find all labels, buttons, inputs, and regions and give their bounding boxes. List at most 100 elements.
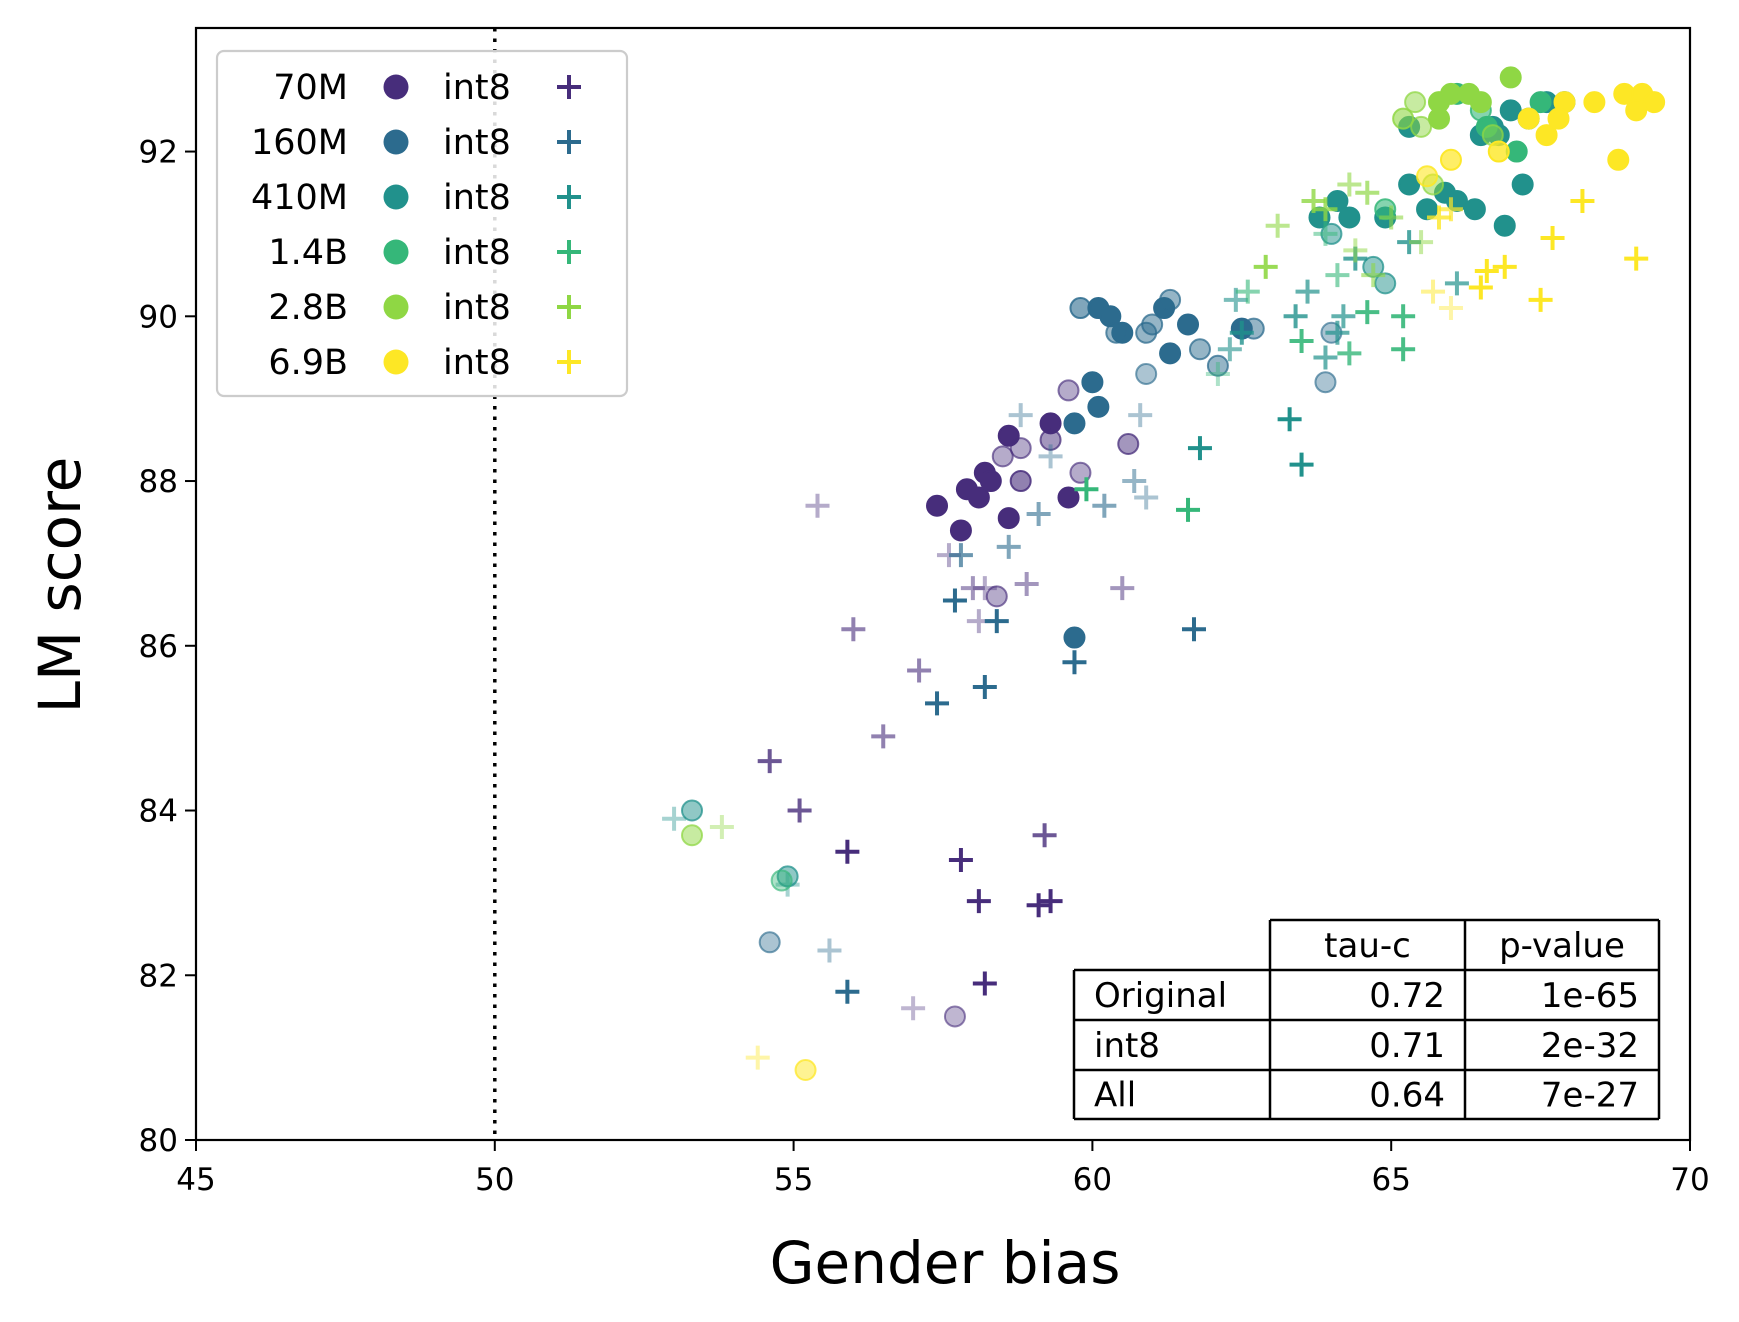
plus-point	[1540, 226, 1565, 251]
plus-point	[1313, 221, 1338, 246]
legend-variant-label: int8	[443, 288, 511, 328]
plus-point	[1474, 258, 1499, 283]
circle-point	[1159, 288, 1182, 311]
y-tick-label: 86	[139, 629, 178, 665]
legend-plus-marker	[557, 350, 581, 374]
plus-point	[1355, 180, 1380, 205]
legend-circle-marker	[383, 129, 409, 155]
plus-point	[1409, 230, 1434, 255]
series-6_9B-circle	[794, 82, 1666, 1081]
circle-point	[1392, 107, 1415, 130]
circle-point	[1535, 124, 1558, 147]
circle-point	[1428, 107, 1451, 130]
plus-point	[1570, 188, 1595, 213]
legend-model-label: 70M	[273, 68, 348, 108]
y-tick-label: 92	[139, 135, 178, 171]
table-cell: 0.71	[1369, 1026, 1445, 1066]
plus-point	[1128, 403, 1153, 428]
plus-point	[1187, 436, 1212, 461]
plus-point	[1295, 279, 1320, 304]
circle-point	[1188, 338, 1211, 361]
plus-point	[1038, 889, 1063, 914]
table-cell: 1e-65	[1541, 976, 1639, 1016]
circle-point	[1069, 297, 1092, 320]
plus-point	[942, 588, 967, 613]
plus-point	[948, 543, 973, 568]
series-1_4B-plus	[1074, 221, 1416, 522]
plus-point	[1421, 279, 1446, 304]
plus-point	[805, 493, 830, 518]
plus-point	[1283, 304, 1308, 329]
series-6_9B-plus	[745, 188, 1649, 1070]
plus-point	[871, 724, 896, 749]
plus-point	[1176, 497, 1201, 522]
table-cell: 2e-32	[1541, 1026, 1639, 1066]
series-160M-plus	[817, 403, 1206, 1004]
plus-point	[996, 534, 1021, 559]
plus-point	[1122, 469, 1147, 494]
x-tick-label: 70	[1670, 1162, 1709, 1198]
circle-point	[991, 445, 1014, 468]
circle-point	[967, 486, 990, 509]
circle-point	[1009, 437, 1032, 460]
circle-point	[1410, 115, 1433, 138]
legend-model-label: 2.8B	[268, 288, 348, 328]
plus-point	[966, 889, 991, 914]
x-axis-title: Gender bias	[770, 1229, 1121, 1297]
circle-point	[681, 824, 704, 847]
plus-point	[1289, 329, 1314, 354]
plus-point	[1337, 172, 1362, 197]
circle-point	[985, 585, 1008, 608]
plus-point	[1026, 893, 1051, 918]
plus-point	[835, 839, 860, 864]
circle-point	[1242, 317, 1265, 340]
circle-point	[949, 519, 972, 542]
circle-point	[1404, 91, 1427, 114]
circle-point	[997, 507, 1020, 530]
plus-point	[1343, 238, 1368, 263]
plus-point	[787, 798, 812, 823]
plus-point	[775, 872, 800, 897]
plus-point	[1379, 205, 1404, 230]
circle-point	[1141, 313, 1164, 336]
series-70M-plus	[757, 493, 1135, 1021]
circle-point	[1087, 395, 1110, 418]
legend-plus-marker	[557, 130, 581, 154]
stats-table: tau-c p-value Original 0.72 1e-65 int8 0.71 2e-…	[1072, 918, 1661, 1121]
plot-frame	[194, 26, 1692, 1142]
circle-point	[1529, 91, 1552, 114]
x-axis-ticks: 45 50 55 60 65 70	[176, 1140, 1710, 1198]
circle-point	[926, 494, 949, 517]
circle-point	[1499, 66, 1522, 89]
plus-point	[1277, 407, 1302, 432]
series-70M-circle	[926, 379, 1140, 1028]
plus-point	[1391, 304, 1416, 329]
circle-point	[1206, 354, 1229, 377]
plus-point	[841, 617, 866, 642]
table-cell: Original	[1094, 976, 1227, 1016]
series-2_8B-plus	[709, 172, 1434, 839]
plus-point	[1331, 304, 1356, 329]
plus-point	[984, 609, 1009, 634]
plus-point	[1468, 275, 1493, 300]
legend-variant-label: int8	[443, 343, 511, 383]
plus-point	[1181, 617, 1206, 642]
legend-circle-marker	[383, 294, 409, 320]
y-tick-label: 80	[139, 1123, 178, 1159]
legend-plus-marker	[557, 185, 581, 209]
plus-point	[1235, 279, 1260, 304]
circle-point	[1583, 91, 1606, 114]
plus-point	[1092, 493, 1117, 518]
legend-plus-marker	[557, 75, 581, 99]
plus-point	[1361, 263, 1386, 288]
table-cell: int8	[1094, 1026, 1160, 1066]
circle-point	[1547, 107, 1570, 130]
data-points	[662, 66, 1666, 1081]
plus-point	[1134, 485, 1159, 510]
circle-point	[1039, 428, 1062, 451]
plus-point	[662, 806, 687, 831]
y-axis-title: LM score	[26, 457, 94, 714]
x-tick-label: 60	[1073, 1162, 1112, 1198]
plus-point	[745, 1045, 770, 1070]
legend-circle-marker	[383, 349, 409, 375]
